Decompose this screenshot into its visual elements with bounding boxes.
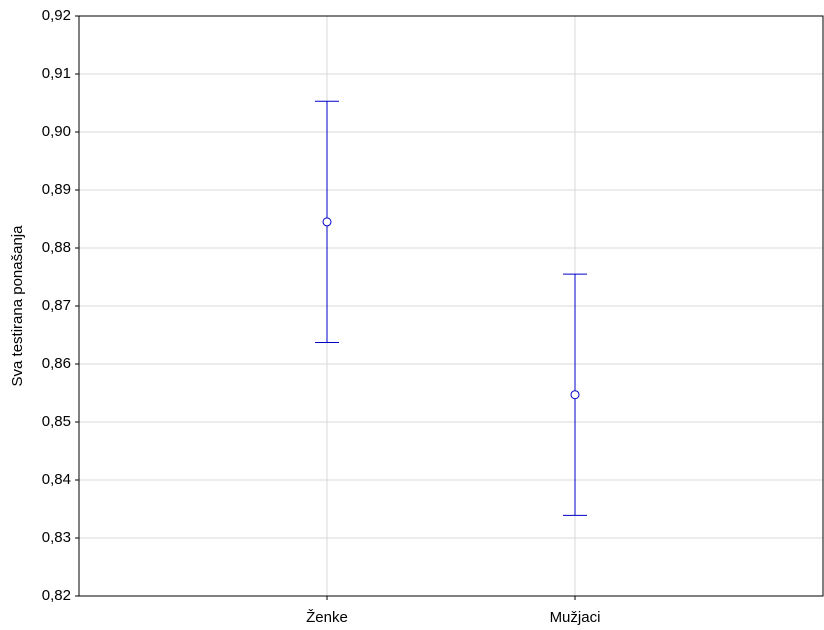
- y-tick-label: 0,84: [42, 471, 71, 488]
- x-tick-label: Mužjaci: [550, 609, 601, 626]
- y-axis-label: Sva testirana ponašanja: [9, 225, 26, 387]
- y-tick-label: 0,92: [42, 7, 71, 24]
- y-tick-label: 0,85: [42, 413, 71, 430]
- mean-marker: [322, 217, 332, 227]
- x-tick-label: Ženke: [306, 609, 348, 626]
- y-tick-label: 0,86: [42, 355, 71, 372]
- mean-marker: [570, 390, 580, 400]
- y-tick-label: 0,90: [42, 123, 71, 140]
- y-tick-label: 0,82: [42, 587, 71, 604]
- plot-frame: [78, 15, 824, 597]
- y-tick-label: 0,91: [42, 65, 71, 82]
- y-tick-label: 0,83: [42, 529, 71, 546]
- y-tick-label: 0,89: [42, 181, 71, 198]
- y-tick-label: 0,87: [42, 297, 71, 314]
- y-tick-label: 0,88: [42, 239, 71, 256]
